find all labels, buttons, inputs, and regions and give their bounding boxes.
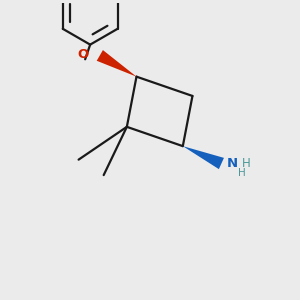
Text: H: H xyxy=(238,168,246,178)
Text: N: N xyxy=(227,157,238,169)
Polygon shape xyxy=(183,146,224,169)
Text: H: H xyxy=(242,157,251,169)
Text: O: O xyxy=(78,48,89,61)
Polygon shape xyxy=(97,50,136,77)
